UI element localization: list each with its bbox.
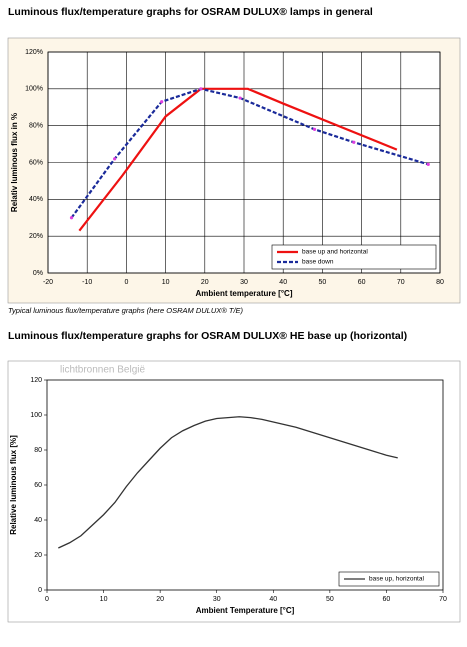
point-marker: [199, 87, 203, 91]
legend-box: [338, 571, 440, 587]
y-tick-label: 40%: [29, 196, 43, 203]
x-tick-label: -20: [43, 279, 53, 286]
x-tick-label: -10: [82, 279, 92, 286]
x-tick-label: 50: [319, 279, 327, 286]
section-heading: Luminous flux/temperature graphs for OSR…: [8, 330, 407, 342]
y-tick-label: 60: [34, 482, 42, 489]
point-marker: [312, 127, 317, 131]
y-tick-label: 100%: [25, 86, 43, 93]
x-axis-label: Ambient Temperature [°C]: [196, 606, 295, 615]
plot-area: [46, 379, 444, 591]
y-tick-label: 60%: [29, 159, 43, 166]
x-tick-label: 20: [201, 279, 209, 286]
x-tick-label: 40: [269, 596, 277, 603]
x-tick-label: 40: [279, 279, 287, 286]
legend-box: [271, 244, 437, 270]
x-tick-label: 10: [162, 279, 170, 286]
point-marker: [69, 216, 74, 220]
point-marker: [160, 100, 164, 104]
section-heading: Luminous flux/temperature graphs for OSR…: [8, 6, 373, 18]
y-axis-label: Relative luminous flux [%]: [9, 435, 18, 535]
x-tick-label: 60: [358, 279, 366, 286]
x-tick-label: 30: [213, 596, 221, 603]
legend-label: base down: [302, 259, 334, 266]
x-tick-label: 50: [326, 596, 334, 603]
point-marker: [352, 140, 356, 144]
y-tick-label: 100: [30, 412, 42, 419]
y-tick-label: 80%: [29, 123, 43, 130]
y-axis-label: Relativ luminous flux in %: [10, 113, 19, 212]
x-tick-label: 0: [45, 596, 49, 603]
y-tick-label: 80: [34, 447, 42, 454]
y-tick-label: 120: [30, 377, 42, 384]
x-tick-label: 80: [436, 279, 444, 286]
x-axis-label: Ambient temperature [°C]: [196, 289, 293, 298]
x-tick-label: 30: [240, 279, 248, 286]
point-marker: [238, 96, 242, 100]
watermark: lichtbronnen België: [60, 365, 145, 376]
legend-label: base up, horizontal: [369, 576, 424, 583]
series-line: [70, 87, 429, 219]
point-marker: [426, 162, 430, 166]
series-line: [58, 416, 398, 549]
legend-label: base up and horizontal: [302, 249, 368, 256]
y-tick-label: 20: [34, 552, 42, 559]
y-tick-label: 20%: [29, 233, 43, 240]
x-tick-label: 60: [383, 596, 391, 603]
caption: Typical luminous flux/temperature graphs…: [8, 306, 244, 315]
point-marker: [113, 157, 117, 161]
x-tick-label: 0: [124, 279, 128, 286]
y-tick-label: 0: [38, 587, 42, 594]
y-tick-label: 120%: [25, 49, 43, 56]
x-tick-label: 10: [100, 596, 108, 603]
x-tick-label: 70: [439, 596, 447, 603]
x-tick-label: 20: [156, 596, 164, 603]
y-tick-label: 40: [34, 517, 42, 524]
y-tick-label: 0%: [33, 270, 43, 277]
x-tick-label: 70: [397, 279, 405, 286]
